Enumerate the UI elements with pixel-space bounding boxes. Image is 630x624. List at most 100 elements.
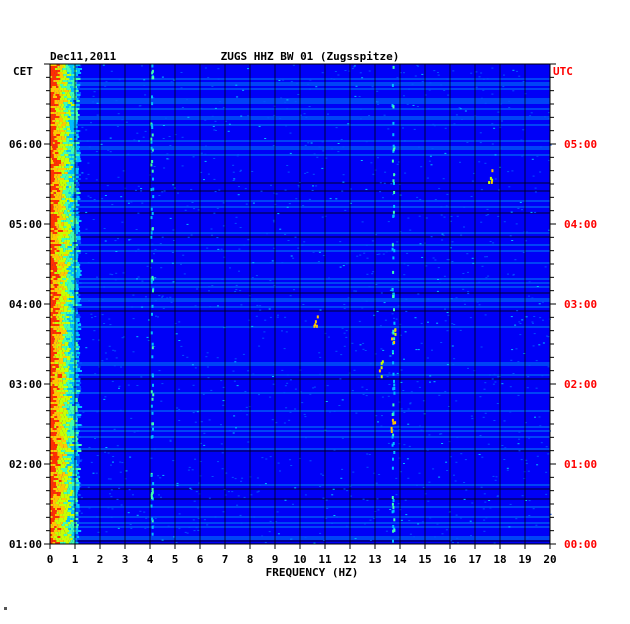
low-frequency-band — [59, 482, 62, 484]
spectrogram-speckle — [303, 241, 306, 243]
low-frequency-band — [62, 140, 67, 142]
low-frequency-band — [68, 486, 73, 488]
spectrogram-speckle — [534, 191, 537, 193]
low-frequency-band — [50, 432, 53, 434]
low-frequency-band — [62, 374, 67, 376]
low-frequency-band — [71, 184, 77, 186]
spectrogram-speckle — [512, 273, 515, 275]
low-frequency-band — [52, 370, 56, 372]
low-frequency-band — [67, 92, 70, 94]
spectrogram-speckle — [398, 82, 401, 84]
low-frequency-band — [60, 312, 64, 314]
low-frequency-band — [63, 424, 66, 426]
low-frequency-band — [57, 340, 63, 342]
spectrogram-speckle — [236, 385, 239, 387]
low-frequency-band — [74, 452, 78, 454]
spectrogram-speckle — [359, 72, 362, 74]
low-frequency-band — [71, 542, 75, 544]
low-frequency-band — [56, 64, 60, 66]
low-frequency-band — [50, 512, 53, 514]
spectrogram-speckle — [195, 527, 198, 529]
low-frequency-band — [50, 484, 53, 486]
low-frequency-band — [54, 250, 57, 252]
spectrogram-speckle — [363, 523, 366, 525]
low-frequency-band — [70, 164, 75, 166]
spectrogram-speckle — [361, 221, 364, 223]
low-frequency-band — [50, 152, 53, 154]
spectrogram-speckle — [128, 239, 131, 241]
utc-tick-label: 01:00 — [564, 458, 597, 471]
low-frequency-band — [50, 270, 54, 272]
low-frequency-band — [66, 274, 71, 276]
spectrogram-speckle — [321, 141, 324, 143]
spectrogram-speckle — [239, 410, 242, 411]
low-frequency-band — [66, 442, 70, 444]
spectrogram-speckle — [480, 221, 483, 223]
spectrogram-speckle — [325, 517, 328, 519]
low-frequency-band — [60, 106, 64, 108]
spectrogram-speckle — [517, 208, 520, 209]
low-frequency-band — [68, 196, 71, 198]
low-frequency-band — [74, 428, 79, 430]
low-frequency-band — [52, 248, 57, 250]
low-frequency-band — [54, 528, 58, 530]
x-tick-label: 6 — [197, 553, 204, 566]
low-frequency-band — [65, 328, 68, 330]
low-frequency-band — [50, 188, 53, 190]
spectral-line — [391, 243, 394, 247]
spectrogram-speckle — [444, 320, 447, 322]
spectrogram-speckle — [309, 88, 312, 90]
low-frequency-band — [50, 66, 53, 68]
low-frequency-band — [75, 312, 79, 314]
low-frequency-band — [53, 462, 58, 464]
low-frequency-band — [71, 412, 75, 414]
low-frequency-band — [50, 98, 54, 100]
low-frequency-band — [58, 322, 62, 324]
low-frequency-band — [75, 456, 80, 458]
spectrogram-speckle — [200, 171, 203, 173]
spectrogram-speckle — [358, 96, 361, 97]
spectrogram-speckle — [197, 507, 199, 509]
low-frequency-band — [50, 266, 53, 268]
low-frequency-band — [60, 522, 63, 524]
low-frequency-band — [50, 478, 55, 480]
low-frequency-band — [52, 232, 58, 234]
low-frequency-band — [52, 372, 55, 374]
low-frequency-band — [65, 406, 70, 408]
low-frequency-band — [53, 492, 58, 494]
spectrogram-speckle — [382, 253, 385, 255]
spectral-line — [393, 528, 396, 532]
spectrogram-speckle — [138, 105, 141, 107]
low-frequency-band — [69, 124, 74, 126]
spectrogram-speckle — [136, 336, 139, 338]
spectrogram-speckle — [478, 76, 481, 78]
low-frequency-band — [50, 170, 54, 172]
low-frequency-band — [57, 374, 63, 376]
spectrogram-speckle — [373, 472, 376, 474]
low-frequency-band — [74, 112, 78, 114]
spectrogram-speckle — [153, 166, 156, 167]
spectrogram-speckle — [344, 70, 347, 71]
low-frequency-band — [70, 522, 76, 524]
utc-axis-label: UTC — [553, 65, 573, 78]
low-frequency-band — [65, 282, 69, 284]
spectrogram-speckle — [80, 497, 83, 499]
low-frequency-band — [53, 356, 56, 358]
low-frequency-band — [68, 500, 71, 502]
low-frequency-band — [59, 326, 64, 328]
spectrogram-speckle — [191, 469, 194, 471]
spectrogram-speckle — [166, 297, 169, 299]
low-frequency-band — [70, 68, 74, 70]
spectrogram-speckle — [445, 205, 448, 207]
low-frequency-band — [56, 250, 60, 252]
low-frequency-band — [59, 308, 64, 310]
spectrogram-speckle — [497, 111, 500, 113]
low-frequency-band — [66, 130, 72, 132]
low-frequency-band — [71, 502, 74, 504]
low-frequency-band — [57, 304, 61, 306]
low-frequency-band — [65, 202, 71, 204]
low-frequency-band — [76, 106, 80, 108]
spectrogram-speckle — [108, 345, 111, 347]
low-frequency-band — [71, 130, 77, 132]
low-frequency-band — [74, 434, 79, 436]
